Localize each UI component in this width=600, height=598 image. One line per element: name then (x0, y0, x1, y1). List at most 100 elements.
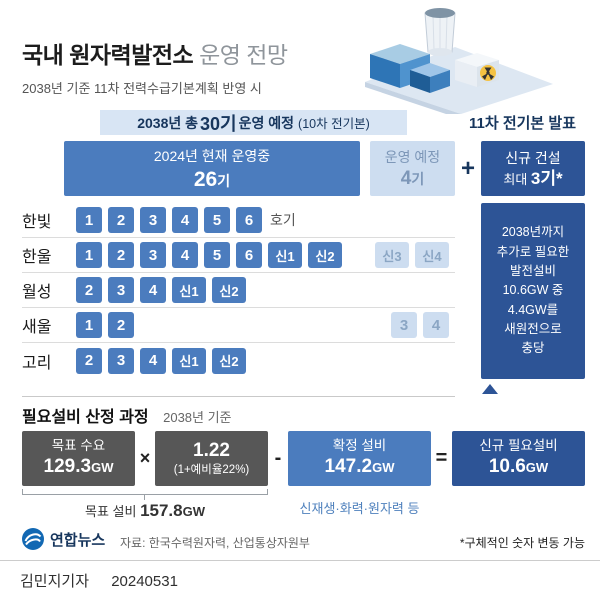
confirmed-capacity-box: 확정 설비 147.2GW (288, 431, 431, 486)
planned-units: 신3 신4 (375, 242, 449, 268)
reserve-factor-label: (1+예비율22%) (173, 464, 250, 477)
target-capacity-brace (22, 489, 268, 495)
reactor-unit-tile: 1 (76, 312, 102, 338)
footnote-text: *구체적인 숫자 변동 가능 (459, 536, 585, 550)
banner-note: (10차 전기본) (298, 117, 370, 131)
reactor-unit-tile: 2 (108, 312, 134, 338)
reactor-unit-tile: 5 (204, 242, 230, 268)
reserve-factor-value: 1.22 (193, 440, 230, 462)
target-capacity-brace-tick (144, 495, 145, 500)
reactor-unit-tile: 6 (236, 207, 262, 233)
reactor-table: 한빛 1 2 3 4 5 6 호기 한울 1 2 3 4 5 6 신1 신2 신3 신4 월성 2 3 4 신1 신2 새울 1 2 3… (22, 203, 455, 378)
planned-header-count: 4기 (400, 168, 425, 190)
confirmed-capacity-value-line: 147.2GW (325, 455, 395, 479)
reactor-name: 한빛 (22, 214, 52, 231)
equals-operator: = (435, 447, 448, 469)
operating-header-box: 2024년 현재 운영중 26기 (64, 141, 360, 196)
reactor-row: 새울 1 2 3 4 (22, 308, 455, 343)
reactor-unit-tile: 3 (108, 277, 134, 303)
reactor-unit-tile: 신3 (375, 242, 409, 268)
new-required-label: 신규 필요설비 (479, 438, 558, 454)
target-capacity-unit: GW (182, 504, 205, 519)
section-divider (22, 396, 455, 397)
planned-unit: 기 (411, 171, 425, 188)
reactor-unit-tile: 신2 (212, 347, 246, 374)
new-build-count: 3기* (530, 169, 563, 189)
formula-note: 2038년 기준 (163, 410, 232, 425)
reactor-unit-tile: 3 (140, 207, 166, 233)
reactor-name: 새울 (22, 319, 52, 336)
total-banner: 2038년 총 30기 운영 예정 (10차 전기본) (100, 110, 407, 135)
reactor-unit-tile: 1 (76, 242, 102, 268)
page-title-light: 운영 전망 (199, 42, 288, 68)
reactor-unit-tile: 4 (140, 277, 166, 303)
target-demand-label: 목표 수요 (51, 438, 106, 454)
reactor-unit-tile: 2 (108, 207, 134, 233)
yonhap-logo: 연합뉴스 (22, 528, 105, 550)
banner-pre: 2038년 총 (137, 114, 199, 131)
planned-count: 4 (400, 168, 412, 190)
confirmed-capacity-label: 확정 설비 (332, 438, 387, 454)
confirmed-capacity-unit: GW (372, 460, 395, 476)
reactor-unit-tile: 2 (76, 347, 102, 374)
new-build-pre: 최대 (503, 172, 531, 188)
planned-header-box: 운영 예정 4기 (370, 141, 455, 196)
target-capacity-label: 목표 설비 (84, 504, 141, 519)
new-build-header-box: 신규 건설 최대 3기* (481, 141, 585, 196)
reactor-unit-tile: 4 (423, 312, 449, 338)
reserve-factor-box: 1.22 (1+예비율22%) (155, 431, 268, 486)
confirmed-capacity-value: 147.2 (324, 456, 373, 478)
page-title-strong: 국내 원자력발전소 (22, 42, 194, 68)
target-demand-unit: GW (91, 460, 114, 476)
reactor-name: 고리 (22, 354, 52, 372)
yonhap-logo-icon (22, 528, 44, 550)
banner-post: 운영 예정 (238, 114, 295, 131)
reactor-unit-tile: 2 (76, 277, 102, 303)
operating-units: 2 3 4 신1 신2 (76, 347, 246, 374)
nuclear-plant-icon (365, 8, 553, 119)
reactor-row: 한울 1 2 3 4 5 6 신1 신2 신3 신4 (22, 238, 455, 273)
reactor-unit-tile: 신4 (415, 242, 449, 268)
reactor-name: 월성 (22, 284, 52, 301)
reactor-unit-tile: 신2 (212, 277, 246, 303)
operating-unit: 기 (217, 172, 231, 189)
plus-icon: + (460, 154, 475, 182)
unit-suffix: 호기 (270, 212, 296, 228)
target-demand-box: 목표 수요 129.3GW (22, 431, 135, 486)
reactor-unit-tile: 3 (140, 242, 166, 268)
source-text: 자료: 한국수력원자력, 산업통상자원부 (120, 536, 310, 550)
reactor-unit-tile: 2 (108, 242, 134, 268)
nuclear-plant-illustration (355, 2, 565, 119)
reactor-unit-tile: 3 (108, 347, 134, 374)
plan-announce-label: 11차 전기본 발표 (469, 115, 576, 132)
reactor-unit-tile: 신1 (172, 347, 206, 374)
sidebar-note-box: 2038년까지 추가로 필요한 발전설비 10.6GW 중 4.4GW를 새원전… (481, 203, 585, 379)
new-required-box: 신규 필요설비 10.6GW (452, 431, 585, 486)
reactor-unit-tile: 1 (76, 207, 102, 233)
yonhap-logo-text: 연합뉴스 (50, 531, 106, 549)
target-capacity-value: 157.8 (140, 501, 183, 520)
planned-header-line1: 운영 예정 (384, 149, 441, 166)
target-demand-value-line: 129.3GW (44, 455, 114, 479)
byline: 김민지기자 20240531 (20, 570, 178, 591)
reactor-unit-tile: 4 (172, 242, 198, 268)
page-title: 국내 원자력발전소 운영 전망 (22, 36, 288, 70)
minus-operator: - (274, 447, 282, 469)
confirmed-capacity-note: 신재생·화력·원자력 등 (299, 501, 420, 516)
publish-date: 20240531 (111, 573, 178, 590)
operating-count: 26 (193, 167, 218, 191)
reactor-unit-tile: 신1 (268, 242, 302, 268)
banner-count: 30기 (200, 113, 237, 134)
new-required-value: 10.6 (488, 456, 526, 478)
reactor-unit-tile: 3 (391, 312, 417, 338)
new-required-value-line: 10.6GW (489, 455, 548, 479)
reactor-unit-tile: 4 (140, 347, 166, 374)
bottom-divider (0, 560, 600, 561)
reporter-name: 김민지기자 (20, 573, 90, 590)
reactor-unit-tile: 6 (236, 242, 262, 268)
multiply-operator: × (139, 448, 151, 468)
